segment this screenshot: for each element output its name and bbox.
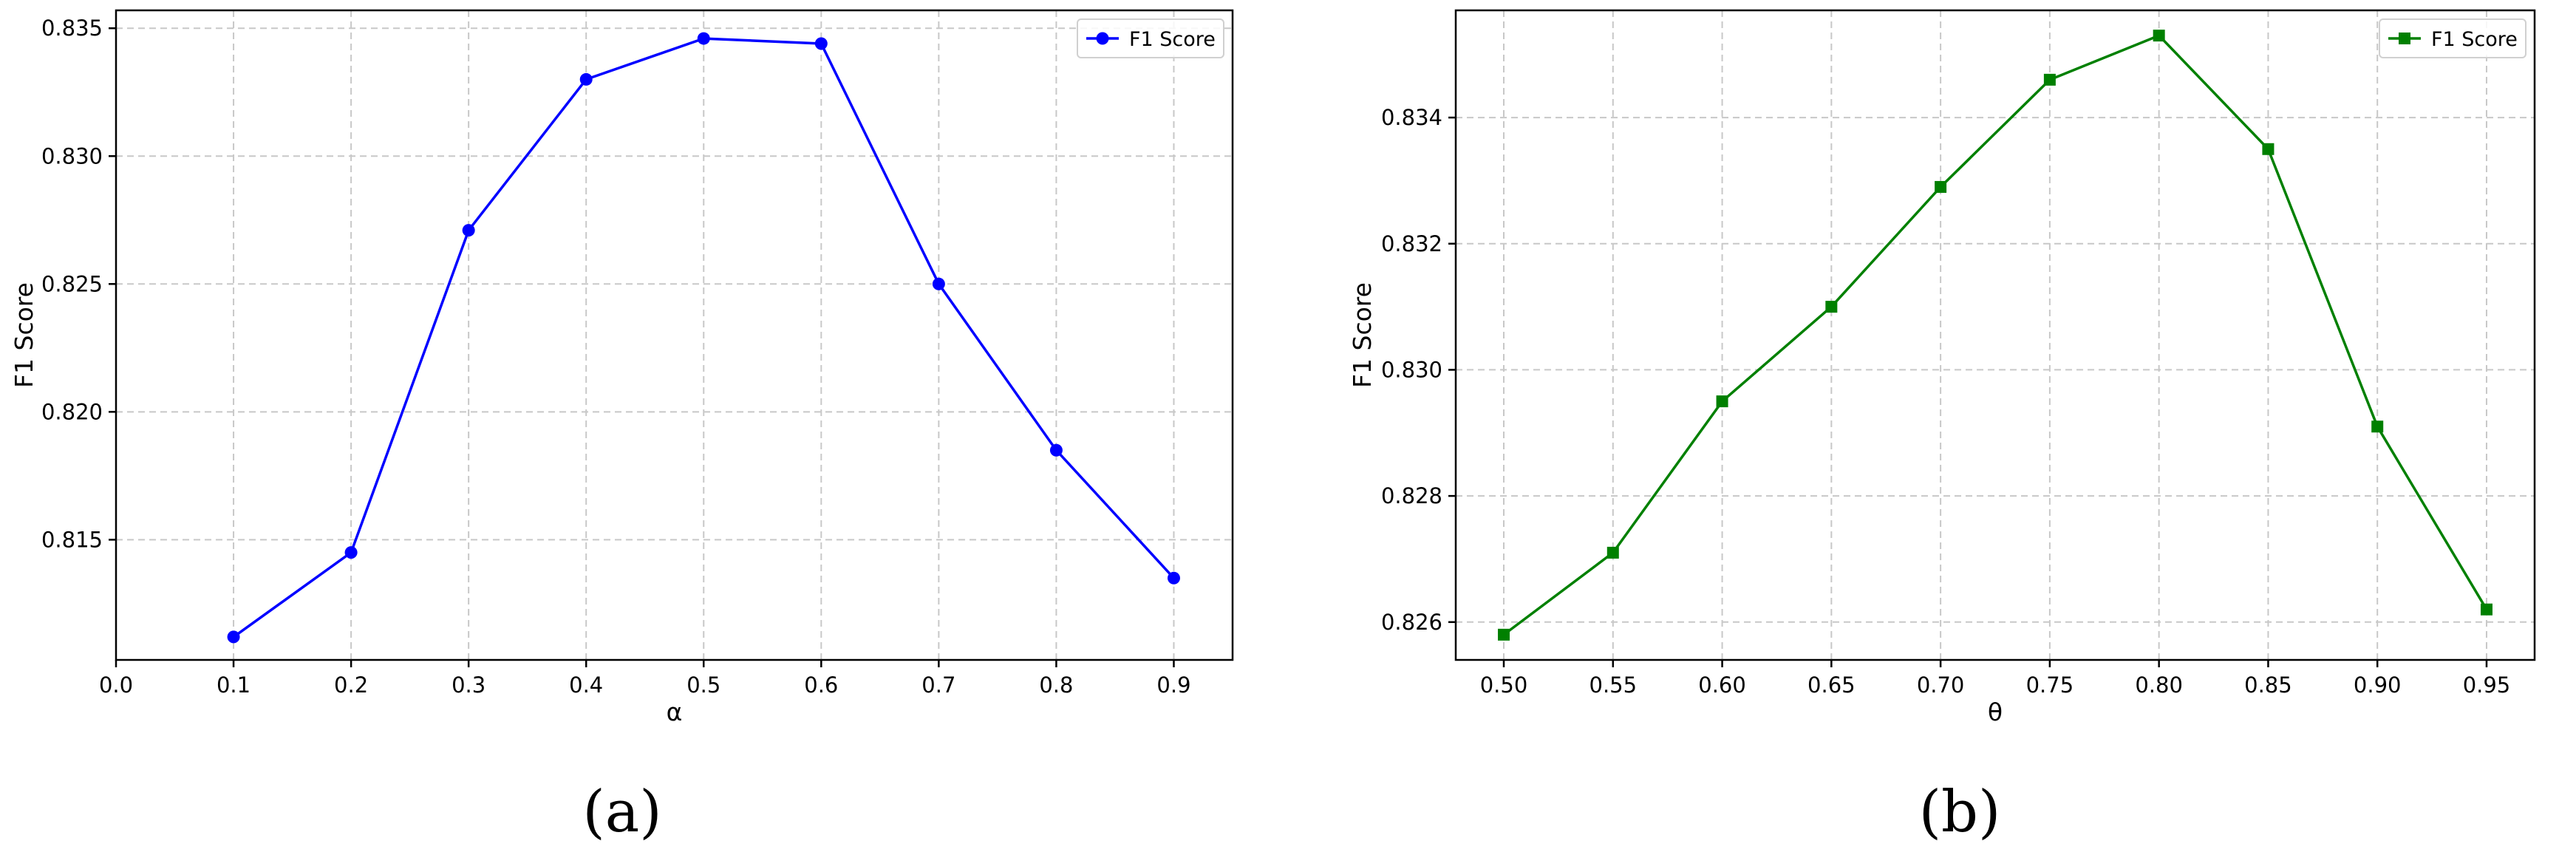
x-tick-label: 0.8 — [1039, 672, 1073, 698]
y-tick-label: 0.820 — [41, 399, 103, 424]
data-point — [1607, 547, 1619, 559]
y-tick-label: 0.830 — [41, 143, 103, 168]
y-tick-label: 0.826 — [1381, 610, 1442, 635]
x-tick-label: 0.3 — [452, 672, 485, 698]
x-tick-label: 0.80 — [2135, 672, 2183, 698]
x-tick-label: 0.50 — [1480, 672, 1528, 698]
y-tick-label: 0.815 — [41, 527, 103, 552]
legend: F1 Score — [2379, 19, 2526, 58]
x-tick-label: 0.1 — [217, 672, 251, 698]
data-point — [228, 630, 240, 643]
panel-label: (b) — [1919, 779, 2001, 845]
x-axis-label: α — [667, 698, 683, 726]
x-tick-label: 0.95 — [2463, 672, 2511, 698]
x-tick-label: 0.4 — [569, 672, 603, 698]
legend-label: F1 Score — [1129, 28, 1216, 51]
x-tick-label: 0.90 — [2354, 672, 2402, 698]
data-point — [2481, 604, 2492, 616]
x-tick-label: 0.75 — [2026, 672, 2074, 698]
y-tick-label: 0.835 — [41, 16, 103, 41]
x-tick-label: 0.65 — [1807, 672, 1856, 698]
x-tick-label: 0.9 — [1156, 672, 1190, 698]
data-point — [2371, 420, 2383, 432]
data-point — [463, 224, 475, 236]
y-tick-label: 0.832 — [1381, 231, 1442, 256]
data-point — [580, 73, 593, 86]
data-point — [1717, 395, 1728, 407]
x-tick-label: 0.55 — [1589, 672, 1638, 698]
x-tick-label: 0.85 — [2244, 672, 2292, 698]
x-tick-label: 0.7 — [921, 672, 955, 698]
data-point — [1498, 629, 1510, 641]
data-point — [933, 278, 945, 290]
y-axis-label: F1 Score — [10, 282, 38, 388]
data-point — [1825, 301, 1837, 313]
series-line-0 — [1504, 35, 2487, 635]
data-point — [2044, 74, 2056, 86]
x-tick-label: 0.6 — [804, 672, 838, 698]
y-tick-label: 0.830 — [1381, 357, 1442, 382]
x-tick-label: 0.5 — [686, 672, 720, 698]
y-axis-label: F1 Score — [1348, 282, 1377, 388]
data-point — [2262, 143, 2274, 155]
legend: F1 Score — [1077, 19, 1224, 58]
x-tick-label: 0.70 — [1917, 672, 1965, 698]
data-point — [815, 37, 828, 50]
chart-panel-b: 0.50 0.55 0.60 0.65 0.70 0.75 0.80 0.85 0.90 0.95… — [1348, 10, 2535, 845]
x-tick-label: 0.0 — [99, 672, 133, 698]
legend-marker — [1097, 33, 1109, 45]
panel-label: (a) — [582, 779, 661, 845]
chart-panel-a: 0.0 0.1 0.2 0.3 0.4 0.5 0.6 0.7 0.8 0.9 0.815 0.820… — [10, 10, 1233, 845]
data-point — [1935, 181, 1946, 193]
data-point — [2153, 30, 2165, 41]
data-point — [698, 33, 710, 45]
data-point — [1050, 444, 1063, 457]
y-tick-label: 0.834 — [1381, 105, 1442, 130]
axes-frame — [1456, 10, 2535, 660]
x-axis-label: θ — [1988, 698, 2003, 726]
x-tick-label: 0.60 — [1698, 672, 1746, 698]
y-tick-label: 0.825 — [41, 271, 103, 296]
x-tick-label: 0.2 — [334, 672, 368, 698]
legend-label: F1 Score — [2431, 28, 2518, 51]
data-point — [1168, 572, 1180, 585]
axes-frame — [116, 10, 1233, 660]
legend-marker — [2399, 33, 2410, 44]
data-point — [345, 546, 358, 559]
y-tick-label: 0.828 — [1381, 483, 1442, 508]
